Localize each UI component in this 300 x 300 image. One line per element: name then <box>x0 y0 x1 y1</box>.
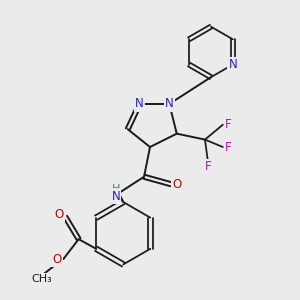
Text: N: N <box>228 58 237 71</box>
Text: N: N <box>165 98 174 110</box>
Text: O: O <box>172 178 182 191</box>
Text: O: O <box>52 253 62 266</box>
Text: N: N <box>135 98 144 110</box>
Text: CH₃: CH₃ <box>31 274 52 284</box>
Text: H: H <box>112 184 120 194</box>
Text: N: N <box>111 190 120 202</box>
Text: F: F <box>205 160 212 173</box>
Text: O: O <box>55 208 64 221</box>
Text: F: F <box>225 140 232 154</box>
Text: F: F <box>225 118 232 131</box>
